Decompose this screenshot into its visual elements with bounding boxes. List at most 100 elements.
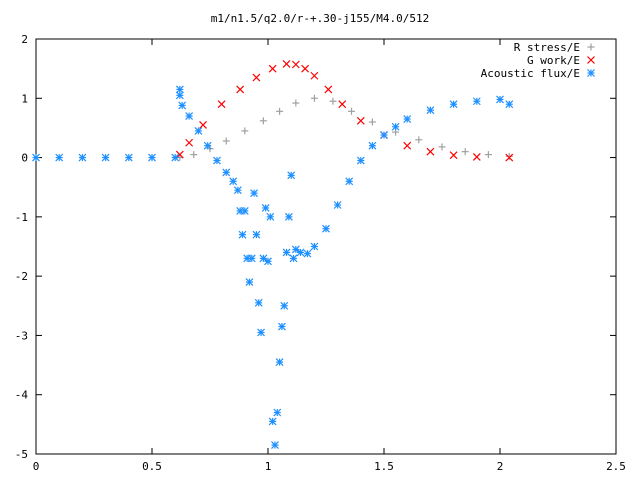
data-point [391, 122, 400, 131]
data-point [124, 153, 133, 162]
data-point [32, 153, 40, 162]
legend-label: Acoustic flux/E [481, 67, 580, 80]
data-point [310, 242, 319, 251]
legend-marker [587, 43, 595, 51]
y-tick-label: -4 [15, 389, 29, 402]
data-point [275, 358, 284, 367]
legend-label: G work/E [527, 54, 580, 67]
data-point [403, 115, 412, 123]
tick-labels: 0 0.5 1 1.5 2 2.5 2 1 0 -1 -2 -3 -4 -5 [15, 33, 626, 473]
data-point [333, 201, 342, 209]
legend-marker [587, 56, 595, 64]
data-point [199, 121, 207, 129]
series-2 [32, 85, 514, 450]
data-point [171, 153, 180, 162]
data-point [268, 64, 277, 73]
data-point [310, 71, 319, 80]
data-point [461, 148, 469, 156]
data-point [291, 245, 300, 254]
data-point [310, 94, 318, 102]
data-point [472, 97, 481, 106]
data-point [55, 153, 64, 162]
data-point [245, 278, 254, 286]
data-point [287, 171, 296, 180]
data-point [268, 417, 277, 426]
data-point [505, 100, 514, 109]
data-point [240, 207, 249, 215]
x-tick-label: 0 [33, 460, 40, 473]
data-point [271, 441, 279, 450]
data-point [213, 156, 221, 165]
series-0 [176, 94, 513, 162]
data-point [185, 138, 194, 147]
data-point [250, 189, 259, 198]
plot-frame [35, 38, 617, 455]
data-point [505, 152, 513, 160]
chart-title: m1/n1.5/q2.0/r-+.30-j155/M4.0/512 [211, 12, 430, 25]
data-point [217, 100, 226, 109]
data-point [229, 177, 238, 186]
data-point [259, 117, 267, 125]
data-point [194, 126, 203, 135]
data-point [276, 107, 284, 115]
y-tick-label: -1 [15, 211, 28, 224]
data-point [261, 204, 270, 212]
data-point [282, 248, 291, 257]
data-point [241, 127, 249, 135]
data-point [264, 257, 272, 266]
data-point [322, 224, 330, 233]
data-point [292, 99, 300, 107]
data-point [175, 85, 184, 94]
data-point [252, 230, 261, 239]
data-point [238, 230, 247, 239]
data-point [78, 153, 87, 162]
legend-marker [587, 69, 595, 77]
data-point [178, 101, 187, 110]
x-tick-label: 2.5 [606, 460, 626, 473]
data-point [233, 186, 242, 195]
data-point [496, 95, 504, 104]
data-point [449, 151, 458, 160]
data-point [222, 168, 231, 177]
data-point [296, 248, 305, 257]
data-point [368, 141, 377, 150]
data-point [472, 153, 481, 161]
data-point [203, 141, 212, 150]
y-tick-label: -5 [15, 448, 28, 461]
data-point [101, 153, 110, 162]
data-point [259, 254, 268, 263]
data-point [190, 151, 198, 159]
data-point [277, 322, 286, 331]
x-tick-label: 1.5 [374, 460, 394, 473]
data-point [247, 254, 256, 263]
x-tick-label: 1 [265, 460, 272, 473]
data-point [175, 91, 184, 100]
x-tick-label: 2 [497, 460, 504, 473]
data-point [484, 151, 492, 159]
data-point [338, 100, 347, 109]
data-point [282, 59, 291, 68]
data-point [438, 143, 446, 151]
data-point [273, 408, 282, 417]
data-point [356, 156, 365, 165]
y-tick-label: 0 [21, 152, 28, 165]
data-series [32, 59, 514, 450]
y-tick-label: 1 [21, 92, 28, 105]
data-point [380, 131, 388, 139]
series-1 [175, 59, 514, 162]
data-point [222, 137, 230, 145]
data-point [348, 107, 356, 115]
data-point [329, 97, 337, 105]
data-point [415, 136, 423, 144]
data-point [505, 153, 514, 162]
data-point [280, 301, 289, 310]
data-point [284, 212, 293, 221]
data-point [266, 212, 275, 221]
legend-label: R stress/E [514, 41, 580, 54]
data-point [301, 64, 310, 73]
data-point [175, 150, 184, 159]
data-point [324, 85, 333, 94]
data-point [403, 141, 412, 150]
